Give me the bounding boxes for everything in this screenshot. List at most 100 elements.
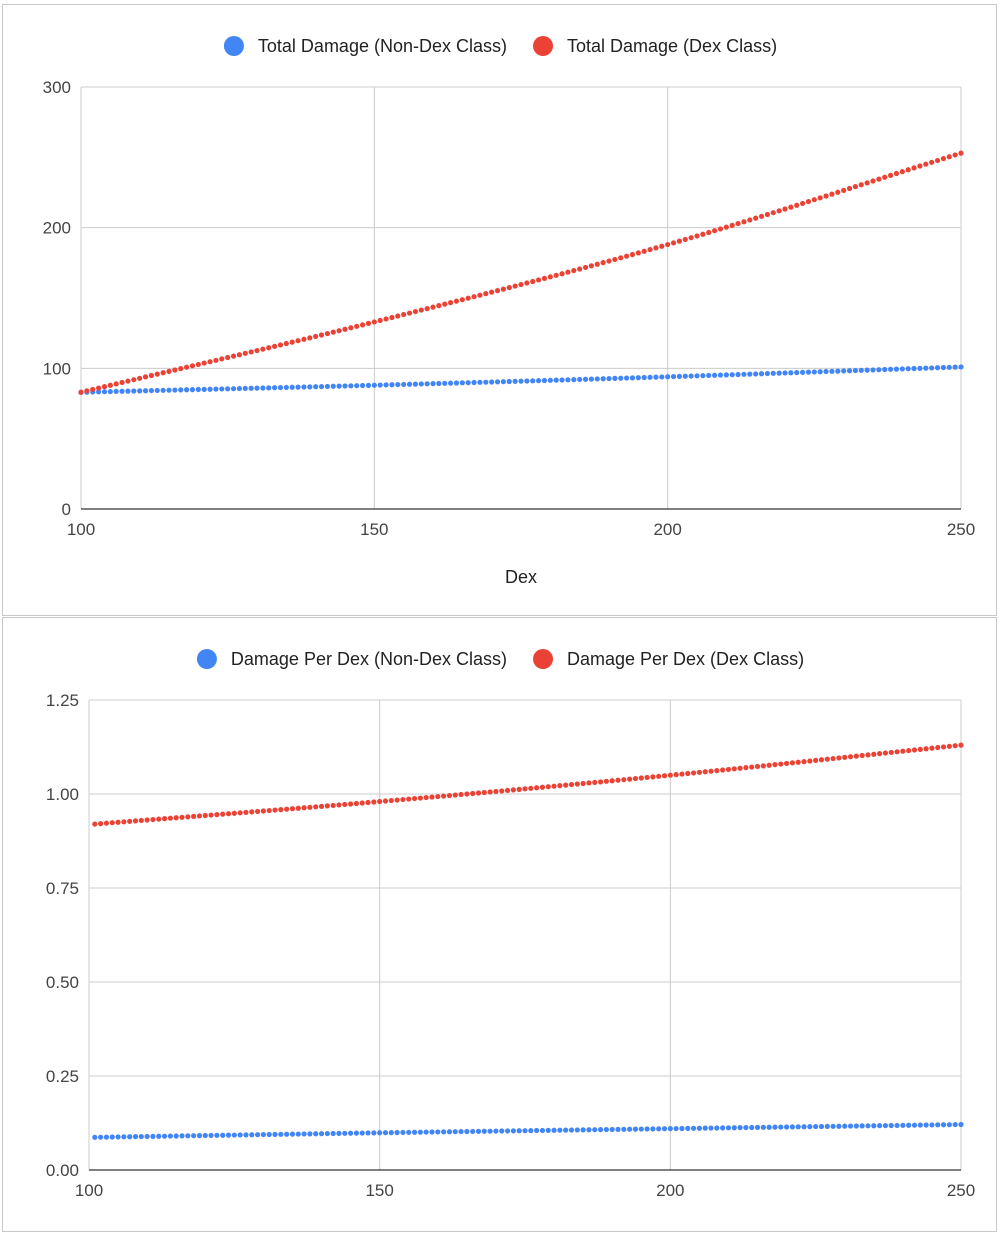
data-point (441, 1129, 447, 1135)
data-point (574, 1127, 580, 1133)
data-point (650, 774, 656, 780)
data-point (667, 1126, 673, 1132)
data-point (225, 1132, 232, 1138)
data-point (700, 231, 706, 237)
data-point (588, 263, 595, 269)
data-point (132, 818, 139, 824)
total-damage-chart[interactable]: 0 100 200 300 100 150 200 250 Dex Total Damage (N… (2, 4, 997, 616)
data-point (753, 215, 759, 221)
data-point (348, 325, 354, 331)
data-point (202, 1132, 208, 1139)
data-point (582, 264, 589, 271)
data-point (760, 763, 766, 769)
data-point (424, 305, 430, 312)
legend-label: Total Damage (Dex Class) (567, 36, 777, 56)
data-point (621, 777, 627, 783)
data-point (377, 798, 383, 805)
damage-per-dex-chart[interactable]: 0.00 0.25 0.50 0.75 1.00 1.25 100 150 200 250 Dama… (2, 617, 997, 1232)
data-point (539, 784, 546, 790)
legend-item[interactable]: Total Damage (Non-Dex Class) (223, 36, 507, 56)
data-point (506, 285, 512, 291)
data-point (940, 744, 947, 750)
data-point (568, 1127, 575, 1133)
data-point (342, 1130, 348, 1136)
data-point (702, 769, 708, 775)
data-point (377, 382, 383, 388)
legend-label: Damage Per Dex (Dex Class) (567, 649, 804, 669)
data-point (510, 1128, 516, 1134)
data-point (659, 243, 665, 249)
data-point (248, 349, 254, 355)
data-point (249, 809, 255, 815)
data-point (137, 388, 143, 394)
data-point (342, 383, 348, 389)
data-point (446, 1129, 453, 1135)
data-point (289, 806, 296, 812)
data-point (442, 380, 448, 386)
data-point (493, 788, 499, 795)
data-point (237, 1132, 243, 1138)
data-point (225, 386, 231, 392)
data-point (330, 1130, 336, 1137)
data-point (481, 1128, 487, 1134)
data-point (906, 1122, 912, 1128)
y-tick-label: 100 (43, 359, 71, 378)
data-point (382, 1130, 389, 1136)
data-point (313, 333, 319, 340)
data-point (764, 370, 771, 377)
data-point (360, 322, 366, 328)
data-point (115, 1134, 121, 1140)
data-point (557, 1127, 563, 1133)
data-point (417, 1129, 423, 1135)
data-point (688, 373, 694, 379)
data-point (142, 388, 149, 394)
data-point (958, 364, 964, 370)
data-point (166, 387, 172, 393)
data-point (471, 294, 477, 300)
data-point (483, 379, 489, 385)
data-point (670, 240, 677, 246)
data-point (138, 1133, 144, 1140)
data-point (817, 369, 823, 375)
data-point (377, 317, 383, 324)
data-point (688, 235, 694, 241)
data-point (98, 1134, 104, 1140)
data-point (249, 1132, 255, 1138)
data-point (148, 387, 154, 394)
data-point (876, 367, 882, 373)
data-point (173, 815, 179, 821)
data-point (78, 389, 84, 395)
data-point (318, 803, 325, 809)
data-point (103, 820, 110, 826)
data-point (735, 371, 741, 378)
data-point (464, 1128, 470, 1135)
legend-item[interactable]: Total Damage (Dex Class) (533, 36, 777, 56)
data-point (853, 1123, 859, 1129)
data-point (295, 1131, 301, 1137)
data-point (946, 1122, 952, 1128)
data-point (696, 1125, 703, 1131)
data-point (665, 374, 671, 380)
data-point (98, 821, 104, 827)
data-point (935, 744, 941, 751)
data-point (160, 387, 166, 393)
data-point (506, 378, 512, 385)
data-point (406, 310, 413, 316)
legend-item[interactable]: Damage Per Dex (Dex Class) (533, 649, 804, 669)
data-point (406, 381, 413, 387)
data-point (766, 762, 772, 768)
data-point (435, 1129, 441, 1135)
data-point (436, 303, 442, 309)
data-point (760, 1124, 766, 1130)
data-point (242, 385, 248, 392)
data-point (231, 1132, 237, 1138)
y-tick-label: 0.50 (46, 973, 79, 992)
legend-item[interactable]: Damage Per Dex (Non-Dex Class) (196, 649, 507, 669)
data-point (138, 817, 144, 824)
data-point (336, 383, 342, 389)
data-point (900, 1122, 906, 1128)
data-point (559, 377, 565, 383)
data-point (679, 1125, 685, 1132)
data-point (483, 291, 489, 297)
data-point (864, 180, 870, 186)
